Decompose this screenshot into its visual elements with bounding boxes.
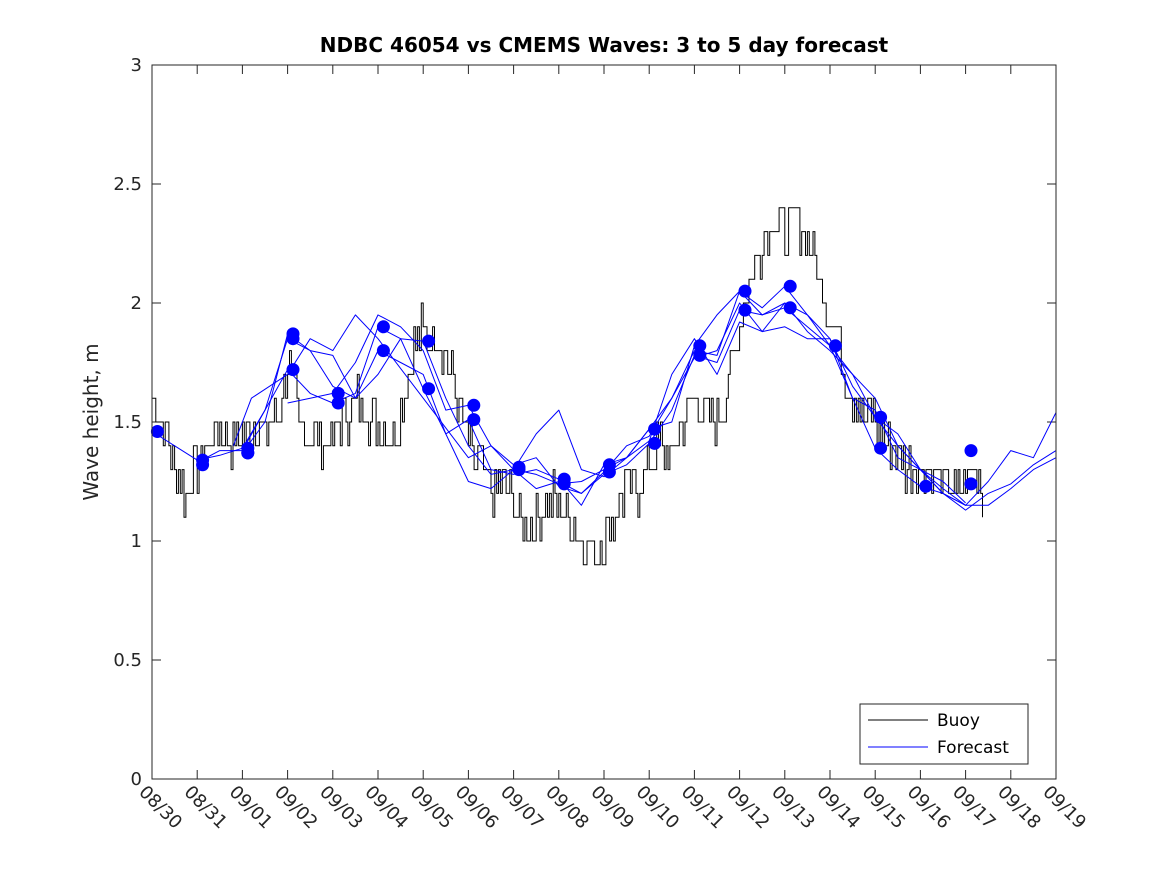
buoy-line bbox=[152, 207, 983, 566]
forecast-marker bbox=[422, 382, 436, 396]
chart-title: NDBC 46054 vs CMEMS Waves: 3 to 5 day fo… bbox=[320, 33, 889, 57]
forecast-marker bbox=[738, 284, 752, 298]
forecast-marker bbox=[738, 303, 752, 317]
forecast-marker bbox=[964, 477, 978, 491]
legend-buoy-label: Buoy bbox=[937, 711, 980, 731]
forecast-marker bbox=[602, 465, 616, 479]
buoy-series bbox=[152, 207, 983, 566]
forecast-marker bbox=[557, 477, 571, 491]
forecast-marker bbox=[241, 446, 255, 460]
forecast-marker bbox=[648, 436, 662, 450]
forecast-marker bbox=[150, 425, 164, 438]
y-tick-label: 0 bbox=[131, 769, 142, 790]
forecast-marker bbox=[648, 422, 662, 436]
forecast-marker bbox=[874, 441, 888, 455]
y-tick-label: 3 bbox=[131, 55, 142, 76]
y-tick-label: 2 bbox=[131, 293, 142, 314]
forecast-line bbox=[287, 302, 966, 504]
forecast-marker bbox=[376, 320, 390, 334]
forecast-marker bbox=[693, 339, 707, 353]
forecast-marker bbox=[828, 339, 842, 353]
forecast-marker bbox=[693, 348, 707, 362]
legend-box bbox=[859, 703, 1029, 765]
forecast-markers bbox=[150, 279, 978, 493]
forecast-marker bbox=[964, 444, 978, 458]
forecast-marker bbox=[196, 458, 210, 472]
legend-forecast-label: Forecast bbox=[937, 738, 1009, 758]
legend: Buoy Forecast bbox=[859, 703, 1029, 765]
forecast-marker bbox=[286, 332, 300, 346]
forecast-marker bbox=[286, 363, 300, 377]
y-tick-label: 0.5 bbox=[113, 650, 142, 671]
forecast-marker bbox=[783, 301, 797, 315]
forecast-marker bbox=[783, 279, 797, 293]
forecast-line bbox=[232, 314, 966, 506]
forecast-marker bbox=[331, 386, 345, 400]
forecast-marker bbox=[919, 479, 933, 493]
forecast-marker bbox=[376, 344, 390, 358]
forecast-marker bbox=[467, 413, 481, 427]
plot-frame bbox=[151, 64, 1057, 780]
forecast-marker bbox=[512, 463, 526, 477]
plot-area bbox=[152, 65, 1056, 779]
y-tick-label: 2.5 bbox=[113, 174, 142, 195]
y-tick-label: 1 bbox=[131, 531, 142, 552]
forecast-marker bbox=[331, 396, 345, 410]
forecast-marker bbox=[422, 334, 436, 348]
forecast-marker bbox=[874, 410, 888, 424]
forecast-marker bbox=[467, 398, 481, 412]
y-tick-label: 1.5 bbox=[113, 412, 142, 433]
y-axis-label: Wave height, m bbox=[79, 343, 103, 500]
